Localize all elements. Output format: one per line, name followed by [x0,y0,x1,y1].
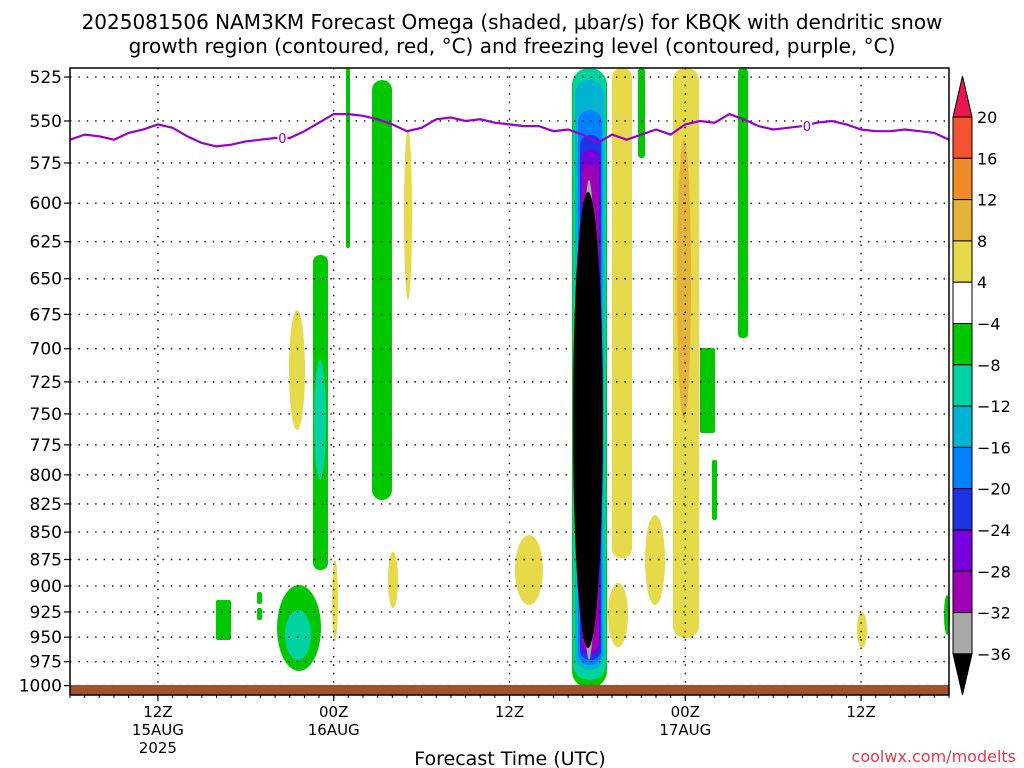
y-tick-label: 525 [30,68,62,88]
y-tick-label: 550 [30,112,62,132]
omega-fill-teal-core [285,610,311,660]
freezing-level-contour: 00 [69,112,950,148]
colorbar-label: −32 [977,604,1011,623]
colorbar-segment [952,612,973,655]
omega-fill-yellow-blob [515,535,543,605]
colorbar-segment [952,281,973,325]
colorbar-cap-bottom [952,653,973,696]
colorbar-label: −16 [977,438,1011,457]
colorbar-segment [952,199,973,242]
colorbar-segment [952,157,973,201]
y-tick-label: 725 [30,373,62,393]
colorbar-label: −12 [977,397,1011,416]
colorbar-cap-top [952,75,973,118]
y-tick-label: 850 [30,523,62,543]
credit-text[interactable]: coolwx.com/modelts [852,747,1016,766]
colorbar-segment [952,323,973,366]
omega-shading [216,68,950,688]
colorbar-segment [952,116,973,159]
freezing-level-label-bg [801,119,812,134]
y-tick-label: 950 [30,628,62,648]
gridlines [70,68,949,695]
colorbar-segment [952,529,973,572]
colorbar-label: −28 [977,562,1011,581]
freezing-level-label: 0 [278,132,286,147]
colorbar-segment [952,240,973,283]
omega-fill-yellow-blob [608,583,628,647]
omega-fill-green-band [372,80,392,500]
colorbar-label: −4 [977,315,1001,334]
y-tick-label: 650 [30,270,62,290]
y-tick-label: 1000 [19,677,62,697]
x-tick-label: 12Z [495,703,524,721]
y-tick-label: 800 [30,466,62,486]
omega-fill-yellow-blob [645,515,665,605]
omega-fill-green-blob [216,600,231,640]
colorbar: 20 16 12 8 4 −4 −8 −12 −16 −20 −24 −28 −32 −36 [952,75,1011,696]
omega-fill-yellow-blob [857,612,867,648]
x-tick-year-label: 2025 [139,739,177,757]
chart-title-line1: 2025081506 NAM3KM Forecast Omega (shaded… [82,10,943,34]
colorbar-segment [952,364,973,407]
omega-fill-yellow-blob [388,552,398,608]
x-tick-date-label: 15AUG [132,721,184,739]
y-tick-label: 625 [30,233,62,253]
freezing-level-label: 0 [803,120,811,135]
colorbar-label: −24 [977,521,1011,540]
x-tick-date-label: 16AUG [308,721,360,739]
omega-fill-black [573,192,603,648]
colorbar-label: −8 [977,356,1001,375]
ground-strip [70,685,949,695]
y-tick-label: 900 [30,577,62,597]
colorbar-label: 20 [977,108,997,127]
omega-fill-green-band [638,68,645,158]
colorbar-label: −20 [977,480,1011,499]
chart-title-line2: growth region (contoured, red, °C) and f… [129,34,896,58]
omega-fill-green-blob [700,348,715,433]
omega-fill-teal-core [314,360,326,480]
y-tick-label: 750 [30,405,62,425]
y-axis: 525 550 575 600 625 650 675 700 725 750 775 800 825 8… [19,68,70,697]
colorbar-segment [952,446,973,490]
omega-fill-yellow-blob [404,130,412,300]
omega-fill-green-blob [257,592,262,604]
omega-fill-green-band [346,68,350,248]
omega-fill-yellow-blob [332,560,338,640]
colorbar-label: 4 [977,273,987,292]
colorbar-label: 12 [977,191,997,210]
x-axis-label: Forecast Time (UTC) [414,748,605,768]
plot-frame [69,67,950,696]
colorbar-label: −36 [977,645,1011,664]
y-tick-label: 575 [30,154,62,174]
colorbar-label: 8 [977,232,987,251]
y-tick-label: 875 [30,550,62,570]
freezing-level-label-bg [277,130,288,145]
y-tick-label: 775 [30,436,62,456]
y-tick-label: 975 [30,653,62,673]
y-tick-label: 600 [30,194,62,214]
y-tick-label: 825 [30,495,62,515]
y-tick-label: 700 [30,340,62,360]
omega-fill-orange-core [677,140,691,420]
omega-fill-yellow-band [612,68,632,558]
omega-fill-yellow-blob [289,310,305,430]
colorbar-label: 16 [977,149,997,168]
y-tick-label: 675 [30,305,62,325]
x-tick-date-label: 17AUG [659,721,711,739]
colorbar-segment [952,570,973,614]
x-tick-label: 12Z [143,703,172,721]
x-tick-label: 00Z [671,703,700,721]
x-tick-label: 00Z [319,703,348,721]
colorbar-segment [952,488,973,531]
colorbar-segment [952,405,973,448]
omega-fill-green-blob [712,460,717,520]
omega-fill-green-blob [257,608,262,620]
y-tick-label: 925 [30,603,62,623]
x-tick-label: 12Z [846,703,875,721]
